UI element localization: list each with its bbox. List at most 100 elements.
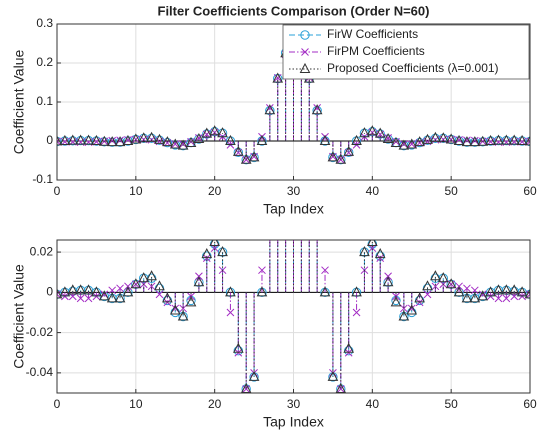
marker-triangle bbox=[122, 134, 134, 145]
marker-x bbox=[273, 73, 282, 82]
marker-triangle bbox=[327, 151, 339, 162]
marker-triangle bbox=[524, 288, 530, 299]
marker-triangle bbox=[256, 286, 268, 297]
marker-triangle bbox=[83, 134, 94, 145]
stem bbox=[59, 134, 71, 145]
marker-triangle bbox=[138, 272, 150, 283]
marker-x bbox=[124, 135, 132, 144]
x-tick-label: 10 bbox=[129, 184, 143, 198]
x-tick-label: 50 bbox=[444, 397, 458, 411]
marker-triangle bbox=[169, 304, 181, 315]
marker-triangle bbox=[138, 132, 150, 143]
marker-triangle bbox=[75, 284, 86, 295]
stem bbox=[470, 136, 479, 145]
stem bbox=[264, 104, 276, 141]
stem bbox=[430, 270, 441, 293]
stem bbox=[201, 248, 213, 293]
marker-triangle bbox=[453, 134, 465, 145]
y-axis-label: Coefficient Value bbox=[11, 50, 27, 155]
y-tick-label: -0.1 bbox=[32, 172, 53, 186]
marker-triangle bbox=[248, 370, 260, 381]
marker-x bbox=[431, 282, 440, 291]
marker-triangle bbox=[319, 286, 331, 297]
stem bbox=[437, 132, 449, 143]
x-tick-label: 40 bbox=[366, 397, 380, 411]
stem bbox=[461, 292, 473, 303]
stem bbox=[335, 141, 347, 164]
marker-x bbox=[455, 135, 463, 144]
marker-triangle bbox=[422, 133, 433, 144]
marker-triangle bbox=[299, 62, 311, 73]
marker-triangle bbox=[390, 136, 402, 147]
stem bbox=[146, 131, 157, 142]
marker-triangle bbox=[154, 133, 165, 144]
marker-triangle bbox=[162, 292, 173, 303]
marker-triangle bbox=[225, 134, 236, 145]
marker-x bbox=[400, 140, 408, 148]
marker-triangle bbox=[114, 292, 126, 303]
marker-triangle bbox=[406, 138, 418, 149]
marker-triangle bbox=[516, 286, 528, 297]
marker-triangle bbox=[201, 248, 213, 259]
stem bbox=[445, 133, 457, 144]
stem bbox=[248, 141, 260, 162]
stem bbox=[155, 290, 164, 299]
legend-box bbox=[282, 24, 530, 80]
marker-triangle bbox=[59, 286, 71, 297]
marker-triangle bbox=[374, 127, 386, 138]
stem bbox=[130, 278, 142, 293]
marker-triangle bbox=[201, 127, 213, 138]
stem bbox=[390, 292, 402, 307]
stem bbox=[455, 135, 463, 144]
marker-triangle bbox=[256, 134, 268, 145]
marker-triangle bbox=[232, 342, 244, 353]
marker-x bbox=[344, 348, 353, 357]
chart-title: Filter Coefficients Comparison (Order N=… bbox=[158, 3, 430, 18]
marker-triangle bbox=[351, 134, 362, 145]
stem bbox=[398, 292, 410, 321]
marker-triangle bbox=[493, 284, 504, 295]
stem bbox=[485, 134, 496, 145]
stem bbox=[217, 127, 228, 141]
legend: FirW Coefficients FirPM Coefficients Propo… bbox=[282, 24, 530, 80]
marker-triangle bbox=[217, 127, 228, 138]
stem bbox=[430, 131, 441, 142]
stem bbox=[470, 286, 479, 295]
stem bbox=[508, 284, 520, 295]
marker-x bbox=[179, 304, 187, 313]
stem bbox=[485, 286, 496, 297]
marker-triangle bbox=[154, 280, 165, 291]
stem bbox=[114, 292, 126, 303]
legend-label: FirW Coefficients bbox=[327, 27, 418, 41]
marker-triangle bbox=[351, 286, 362, 297]
stem bbox=[351, 286, 362, 297]
marker-x bbox=[502, 294, 511, 303]
legend-label: Proposed Coefficients (λ=0.001) bbox=[327, 61, 499, 75]
x-tick-label: 30 bbox=[287, 184, 301, 198]
marker-triangle bbox=[91, 134, 102, 145]
marker-triangle bbox=[445, 133, 457, 144]
stem bbox=[114, 136, 126, 147]
marker-triangle bbox=[430, 270, 441, 281]
marker-triangle bbox=[493, 134, 504, 145]
marker-triangle bbox=[516, 134, 528, 145]
stem bbox=[493, 284, 504, 295]
stem bbox=[146, 270, 157, 293]
marker-triangle bbox=[248, 151, 260, 162]
marker-x bbox=[163, 298, 172, 307]
stem bbox=[177, 292, 189, 321]
stem bbox=[91, 286, 102, 297]
stem bbox=[382, 132, 394, 144]
marker-x bbox=[171, 140, 180, 148]
stem bbox=[406, 138, 418, 149]
y-tick-label: 0 bbox=[46, 285, 53, 299]
stem bbox=[59, 286, 71, 297]
marker-triangle bbox=[390, 296, 402, 307]
stem bbox=[423, 290, 432, 299]
stem bbox=[445, 278, 457, 293]
stem bbox=[193, 132, 205, 144]
stem bbox=[185, 136, 197, 147]
marker-triangle bbox=[185, 136, 197, 147]
